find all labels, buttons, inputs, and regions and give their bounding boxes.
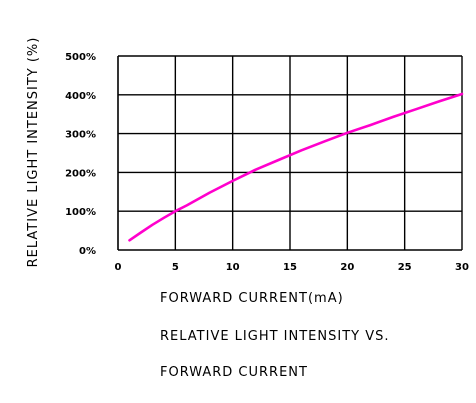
caption-line-2: FORWARD CURRENT (160, 365, 308, 380)
y-tick-label: 0% (79, 246, 96, 257)
x-tick-label: 5 (172, 262, 179, 273)
series-line (128, 92, 464, 242)
axes (117, 56, 462, 251)
x-tick-label: 10 (226, 262, 240, 273)
caption-line-1: RELATIVE LIGHT INTENSITY VS. (160, 329, 390, 344)
x-axis-label: FORWARD CURRENT(mA) (160, 291, 344, 306)
y-tick-label: 200% (65, 168, 96, 179)
y-tick-label: 300% (65, 130, 96, 141)
series-group (128, 92, 464, 242)
y-axis-label: RELATIVE LIGHT INTENSITY (%) (26, 37, 41, 268)
x-tick-label: 20 (340, 262, 354, 273)
y-tick-labels: 0% 100% 200% 300% 400% 500% (65, 52, 96, 257)
x-tick-label: 30 (455, 262, 469, 273)
y-tick-label: 100% (65, 207, 96, 218)
y-tick-label: 400% (65, 91, 96, 102)
y-tick-label: 500% (65, 52, 96, 63)
x-tick-labels: 0 5 10 15 20 25 30 (115, 262, 469, 273)
x-tick-label: 0 (115, 262, 122, 273)
x-tick-label: 25 (398, 262, 412, 273)
grid (118, 55, 463, 250)
x-tick-label: 15 (283, 262, 297, 273)
